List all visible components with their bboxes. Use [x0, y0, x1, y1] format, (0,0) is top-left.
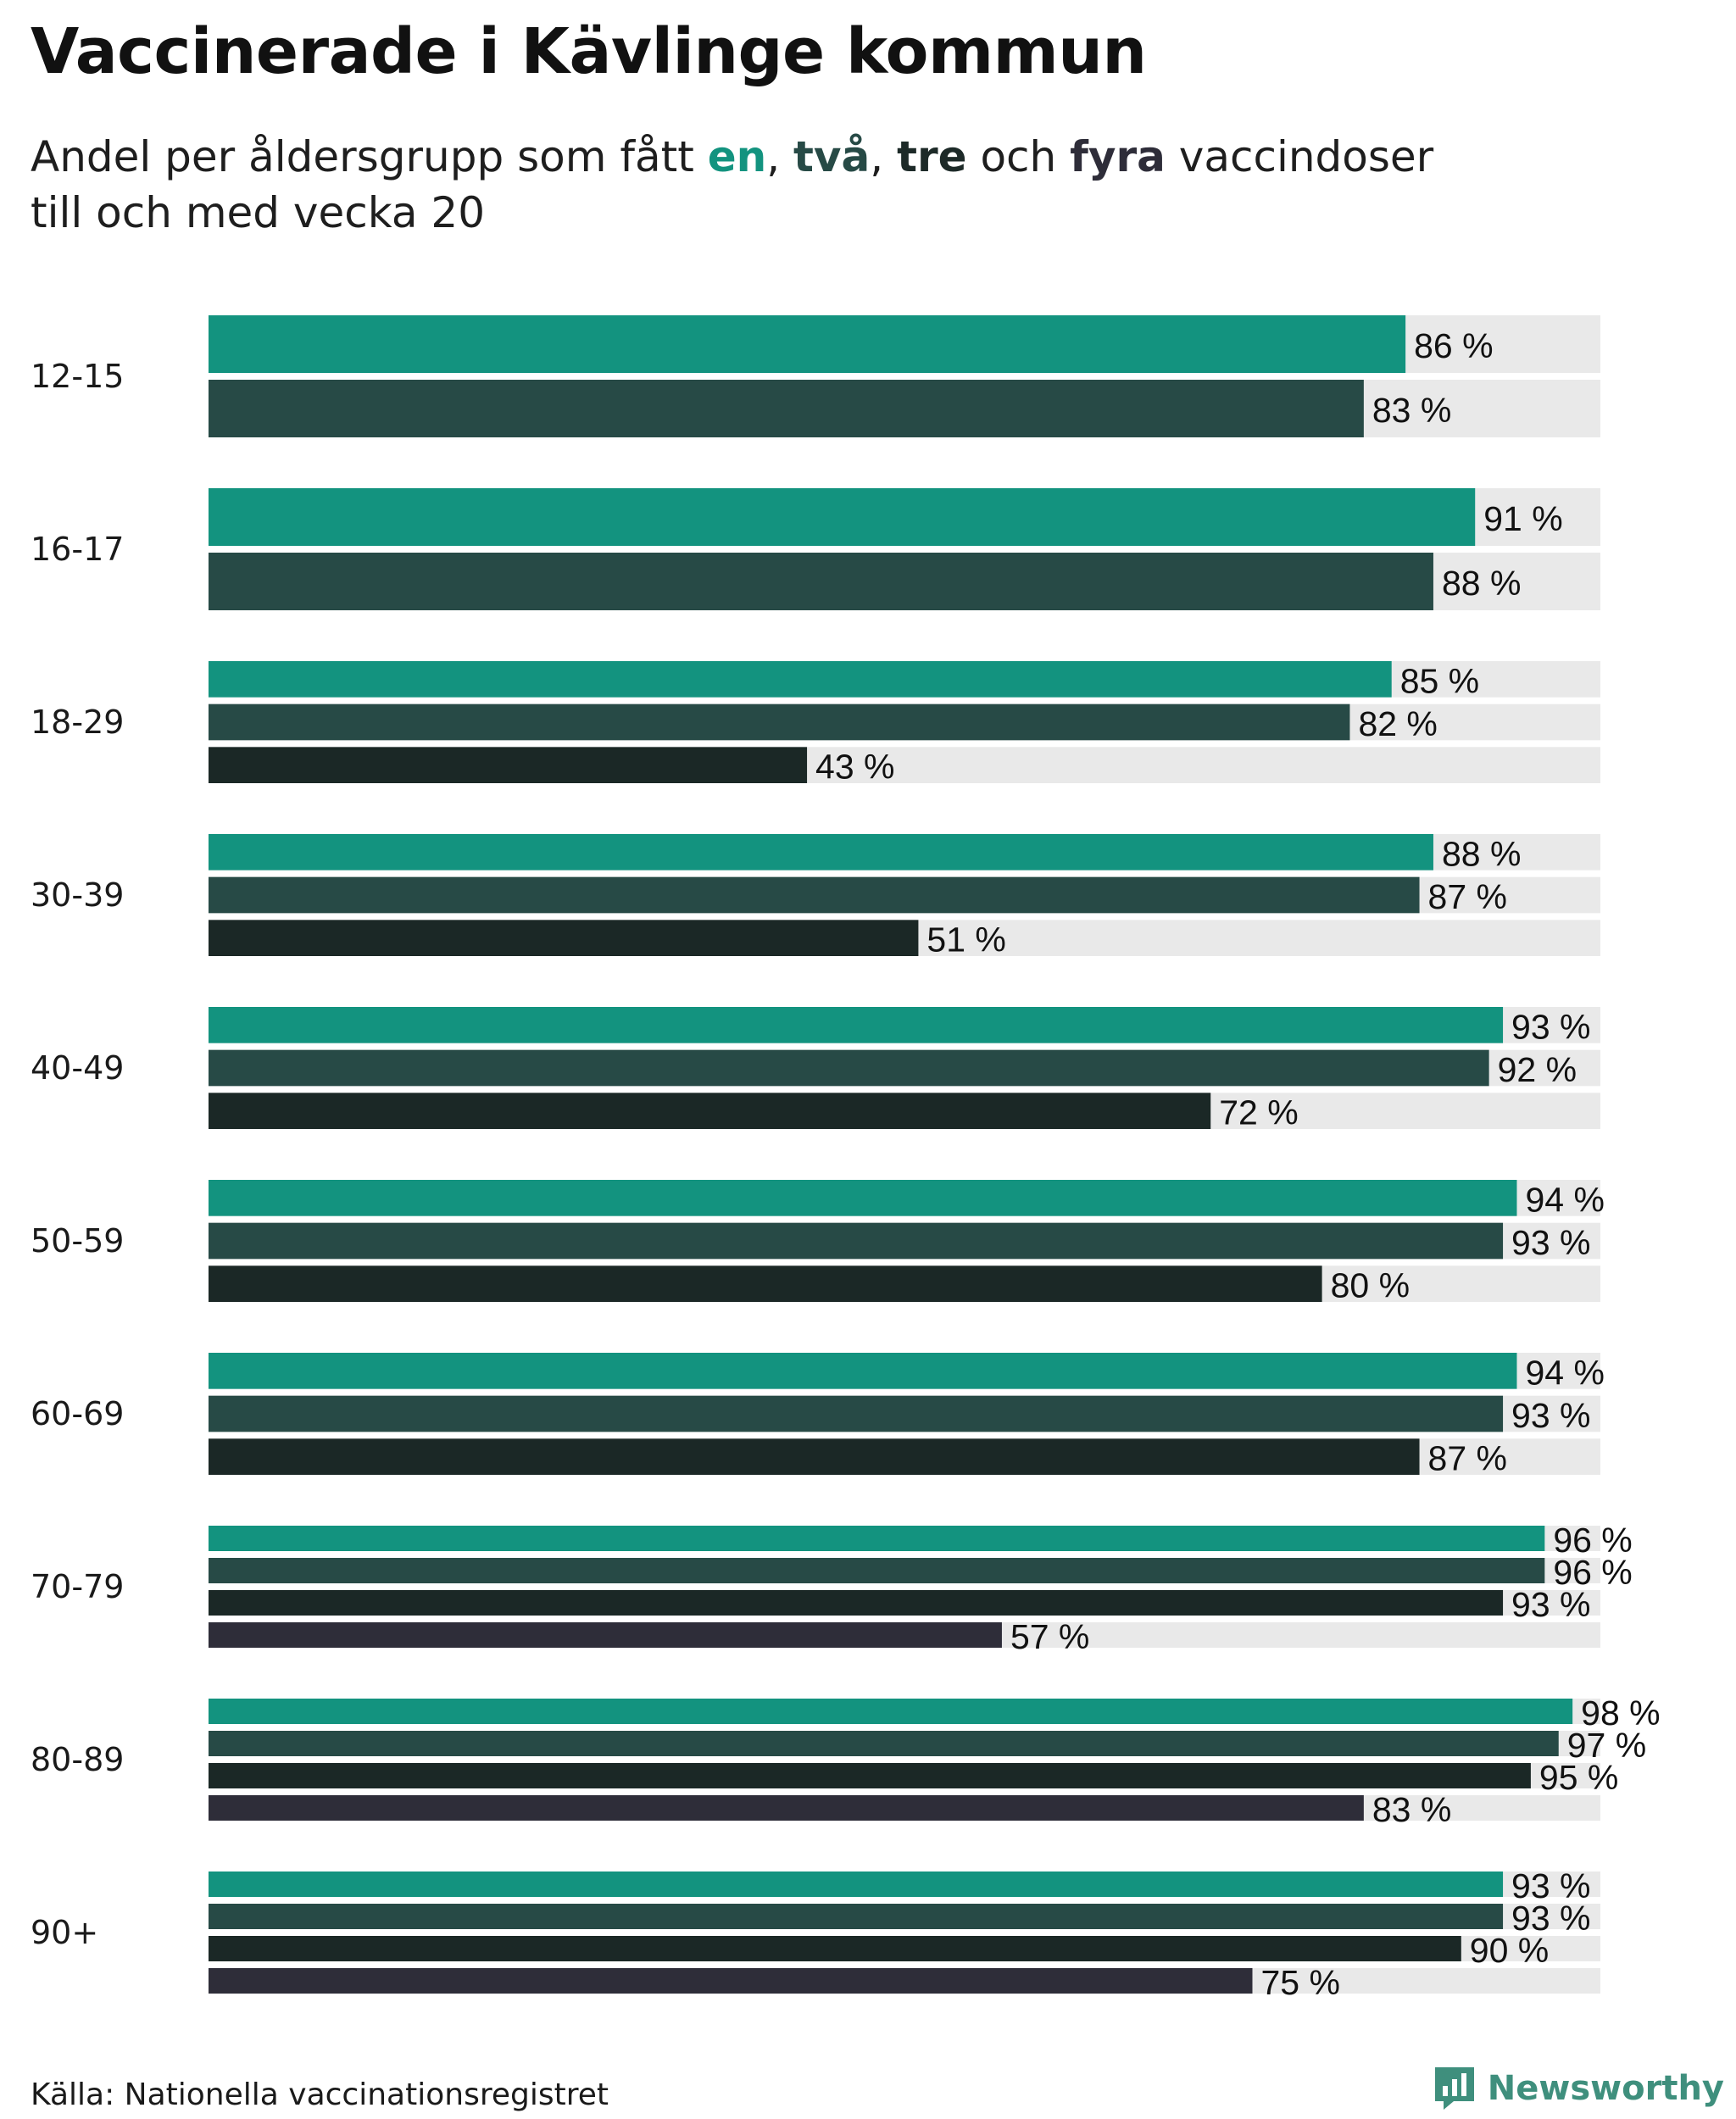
bar-två	[209, 876, 1420, 914]
bar-tre	[209, 1763, 1531, 1788]
bar-en	[209, 661, 1392, 698]
bar-group-60-69: 60-69 94 % 93 %87 %	[31, 1353, 1605, 1478]
bar-två	[209, 1049, 1489, 1087]
bar-en	[209, 1699, 1573, 1724]
bar-två	[209, 1222, 1504, 1260]
bar-group-30-39: 30-39 88 % 87 % 51 %	[31, 834, 1600, 959]
bar-en	[209, 1353, 1517, 1389]
bar-value-label: 96 %	[1553, 1521, 1632, 1560]
bar-fyra	[209, 1968, 1253, 1994]
bar-tre	[209, 747, 808, 783]
bar-två	[209, 1731, 1559, 1756]
bar-en	[209, 1007, 1504, 1043]
bar-en	[209, 1180, 1517, 1216]
legend-dose-1: en	[707, 132, 767, 181]
bar-en	[209, 488, 1476, 546]
category-label: 18-29	[31, 704, 124, 741]
category-label: 60-69	[31, 1395, 124, 1432]
source-note: Källa: Nationella vaccinationsregistret	[31, 2077, 609, 2112]
category-label: 50-59	[31, 1222, 124, 1260]
bar-group-90+: 90+93 %93 %90 %75 %	[31, 1866, 1600, 2002]
subtitle-text: och	[966, 132, 1071, 181]
bar-value-label: 95 %	[1539, 1758, 1618, 1797]
bar-value-label: 93 %	[1511, 1899, 1590, 1938]
bar-en	[209, 1526, 1545, 1551]
bar-value-label: 93 %	[1511, 1223, 1590, 1262]
bar-group-50-59: 50-59 94 % 93 % 80 %	[31, 1180, 1605, 1305]
bar-group-80-89: 80-89 98 %97 %95 % 83 %	[31, 1694, 1661, 1829]
bar-två	[209, 380, 1364, 437]
bar-value-label: 92 %	[1498, 1050, 1577, 1089]
bar-value-label: 98 %	[1581, 1694, 1660, 1732]
bar-value-label: 57 %	[1010, 1617, 1089, 1656]
bar-två	[209, 1904, 1504, 1929]
bar-value-label: 72 %	[1219, 1093, 1298, 1132]
bar-value-label: 94 %	[1525, 1353, 1604, 1392]
bar-value-label: 97 %	[1567, 1726, 1646, 1765]
subtitle-text: vaccindoser	[1165, 132, 1434, 181]
bar-value-label: 83 %	[1372, 391, 1451, 430]
bar-tre	[209, 920, 919, 956]
bar-value-label: 87 %	[1428, 877, 1507, 916]
bar-chart: 12-15 86 % 83 % 16-17 91 % 88 % 18-29 85 % 82 % 4…	[31, 315, 1661, 2002]
bar-value-label: 80 %	[1331, 1266, 1410, 1305]
bar-value-label: 93 %	[1511, 1585, 1590, 1624]
bar-group-16-17: 16-17 91 % 88 %	[31, 488, 1600, 610]
category-label: 70-79	[31, 1568, 124, 1605]
legend-dose-4: fyra	[1070, 132, 1166, 181]
bar-value-label: 93 %	[1511, 1866, 1590, 1905]
legend-dose-3: tre	[897, 132, 967, 181]
bar-value-label: 93 %	[1511, 1007, 1590, 1046]
brand-logo: Newsworthy	[1433, 2065, 1724, 2112]
bar-value-label: 88 %	[1442, 564, 1521, 603]
bar-value-label: 93 %	[1511, 1396, 1590, 1435]
bar-fyra	[209, 1622, 1002, 1648]
bar-group-40-49: 40-49 93 % 92 % 72 %	[31, 1007, 1600, 1132]
bar-tre	[209, 1265, 1322, 1302]
bar-value-label: 96 %	[1553, 1553, 1632, 1592]
subtitle-text: Andel per åldersgrupp som fått	[31, 132, 708, 181]
bar-tre	[209, 1590, 1504, 1616]
bar-två	[209, 1395, 1504, 1432]
bar-value-label: 87 %	[1428, 1439, 1507, 1478]
brand-name: Newsworthy	[1487, 2069, 1724, 2108]
subtitle-separator: ,	[766, 132, 794, 181]
bar-value-label: 94 %	[1525, 1180, 1604, 1219]
category-label: 90+	[31, 1914, 98, 1951]
bar-value-label: 82 %	[1358, 704, 1437, 743]
subtitle-line-2: till och med vecka 20	[31, 188, 486, 237]
category-label: 80-89	[31, 1741, 124, 1778]
bar-fyra	[209, 1795, 1364, 1821]
chart-subtitle: Andel per åldersgrupp som fått en, två, …	[31, 129, 1641, 241]
bar-två	[209, 1558, 1545, 1583]
bar-value-label: 83 %	[1372, 1790, 1451, 1829]
bar-en	[209, 315, 1406, 373]
bar-en	[209, 834, 1433, 870]
bar-value-label: 90 %	[1470, 1931, 1549, 1970]
bar-två	[209, 553, 1433, 610]
bar-group-12-15: 12-15 86 % 83 %	[31, 315, 1600, 437]
chart-title: Vaccinerade i Kävlinge kommun	[31, 15, 1147, 88]
bar-value-label: 88 %	[1442, 834, 1521, 873]
bar-en	[209, 1872, 1504, 1897]
bar-value-label: 75 %	[1261, 1963, 1340, 2002]
bar-value-label: 43 %	[815, 748, 894, 787]
bar-value-label: 85 %	[1400, 661, 1479, 700]
category-label: 16-17	[31, 531, 124, 568]
bar-value-label: 51 %	[926, 920, 1005, 959]
legend-dose-2: två	[793, 132, 871, 181]
category-label: 40-49	[31, 1049, 124, 1087]
bar-tre	[209, 1936, 1461, 1961]
newsworthy-logo-icon	[1434, 2067, 1474, 2110]
bar-value-label: 86 %	[1414, 326, 1493, 365]
bar-två	[209, 704, 1350, 741]
bar-group-18-29: 18-29 85 % 82 % 43 %	[31, 661, 1600, 787]
category-label: 12-15	[31, 358, 124, 395]
bar-tre	[209, 1093, 1211, 1129]
category-label: 30-39	[31, 876, 124, 914]
subtitle-separator: ,	[870, 132, 898, 181]
bar-value-label: 91 %	[1483, 499, 1562, 538]
bar-tre	[209, 1438, 1420, 1475]
